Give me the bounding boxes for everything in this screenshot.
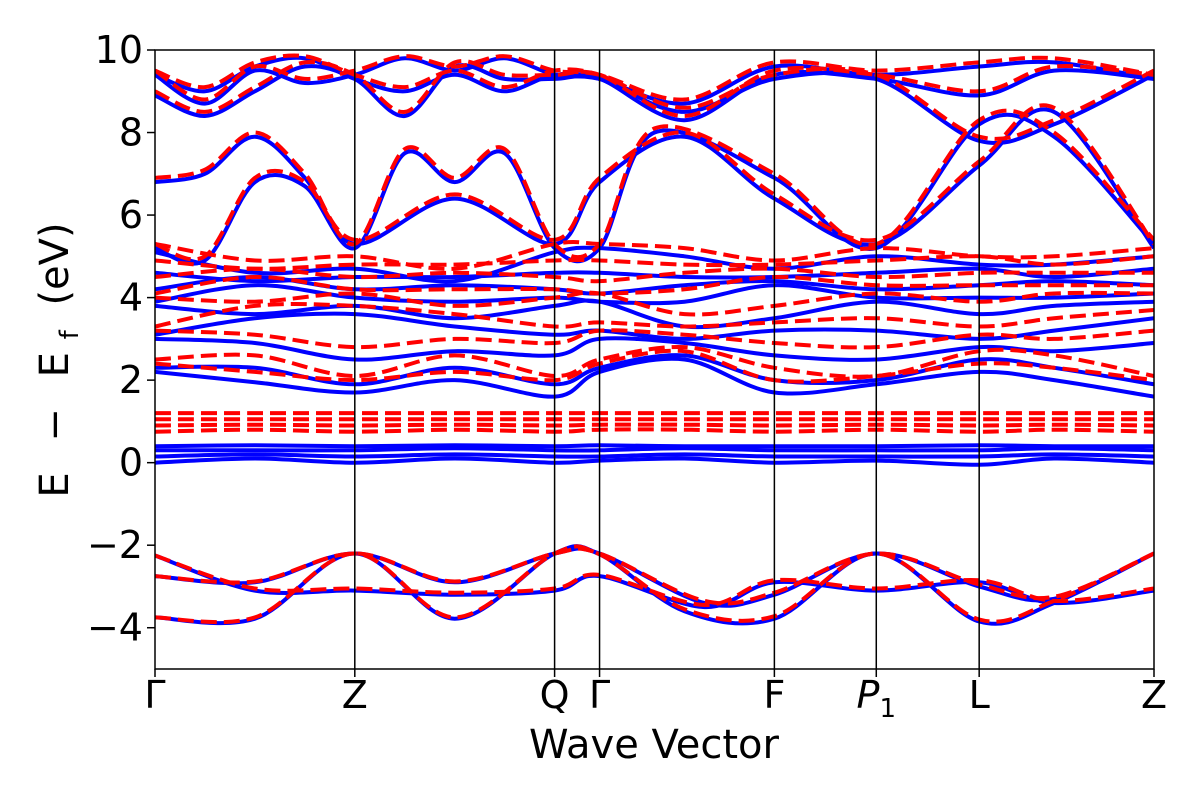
y-label-subscript: f (55, 329, 85, 339)
x-tick-label: F (763, 673, 785, 717)
x-tick-label: Γ (144, 673, 165, 717)
band-line-solid-8 (155, 353, 1154, 387)
x-tick-label: Z (342, 673, 368, 717)
band-line-dashed-3 (155, 427, 1154, 434)
y-label-e1: E (32, 472, 78, 497)
y-tick-label: −2 (87, 523, 143, 567)
x-axis: Γ Z Q Γ F P1 L Z (144, 669, 1167, 724)
y-tick-label: −4 (87, 606, 143, 650)
band-line-solid-17 (155, 112, 1154, 266)
band-line-dashed-4 (155, 422, 1154, 428)
band-line-solid-6 (155, 443, 1154, 449)
band-line-solid-3 (155, 456, 1154, 467)
x-tick-label: P1 (857, 673, 896, 724)
band-line-solid-7 (155, 356, 1154, 399)
y-tick-label: 2 (119, 358, 143, 402)
band-line-dashed-8 (155, 344, 1154, 379)
band-line-solid-5 (155, 446, 1154, 453)
x-tick-label: Z (1141, 673, 1167, 717)
band-line-dashed-17 (155, 108, 1154, 262)
y-tick-label: 10 (95, 28, 143, 72)
band-line-dashed-20 (155, 53, 1154, 141)
band-line-dashed-18 (155, 59, 1154, 119)
band-line-solid-4 (155, 452, 1154, 459)
band-line-solid-9 (155, 336, 1154, 362)
kpoint-lines (354, 50, 980, 669)
band-line-solid-18 (155, 63, 1154, 123)
band-line-dashed-10 (155, 302, 1154, 329)
y-tick-label: 0 (119, 441, 143, 485)
y-label-minus: − (32, 408, 78, 442)
y-tick-label: 6 (119, 193, 143, 237)
x-axis-label: Wave Vector (529, 722, 780, 768)
band-line-dashed-9 (155, 328, 1154, 350)
y-label-e2: E (32, 352, 78, 377)
x-tick-label: Q (540, 673, 570, 717)
band-line-dashed-7 (155, 348, 1154, 384)
y-tick-label: 8 (119, 111, 143, 155)
band-line-dashed-0 (155, 544, 1154, 625)
band-line-dashed-1 (155, 546, 1154, 606)
y-label-units: (eV) (32, 222, 78, 305)
x-tick-label: Γ (589, 673, 610, 717)
band-line-dashed-2 (155, 553, 1154, 608)
y-tick-label: 4 (119, 276, 143, 320)
x-tick-label: L (969, 673, 990, 717)
band-line-solid-11 (155, 298, 1154, 330)
band-line-dashed-19 (155, 54, 1154, 102)
bands-layer (155, 53, 1154, 626)
plot-frame (154, 49, 1155, 670)
band-line-dashed-15 (155, 239, 1154, 271)
band-line-solid-15 (155, 245, 1154, 284)
band-line-solid-10 (155, 311, 1154, 341)
y-axis-label: E − E f (eV) (32, 222, 88, 497)
y-axis: −4 −2 0 2 4 6 8 10 (87, 28, 155, 650)
svg-text:E − E f: E − E f (eV) (32, 222, 88, 497)
